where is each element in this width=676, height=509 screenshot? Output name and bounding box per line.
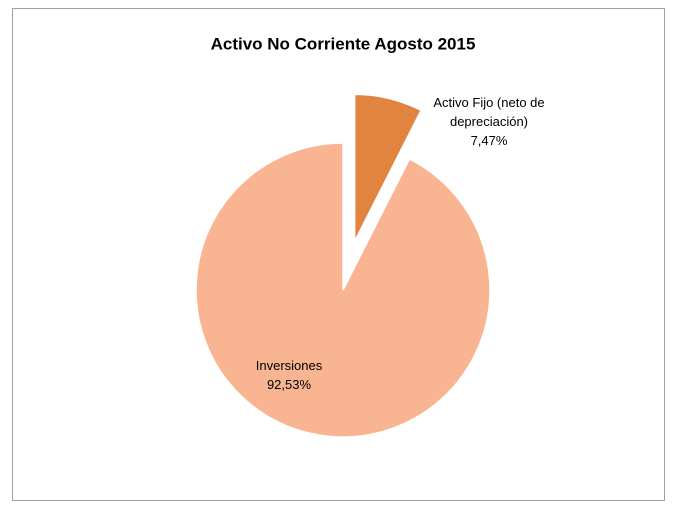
pie-slice bbox=[195, 142, 491, 438]
slice-label: Inversiones 92,53% bbox=[229, 356, 349, 394]
value-label: 92,53% bbox=[266, 377, 312, 392]
category-label: Inversiones bbox=[255, 358, 323, 373]
pie-slice bbox=[353, 93, 423, 242]
chart-title: Activo No Corriente Agosto 2015 bbox=[211, 34, 476, 53]
slice-label: Activo Fijo (neto de depreciación) 7,47% bbox=[424, 93, 554, 150]
category-label: Activo Fijo (neto de depreciación) bbox=[433, 95, 545, 129]
value-label: 7,47% bbox=[470, 133, 508, 148]
